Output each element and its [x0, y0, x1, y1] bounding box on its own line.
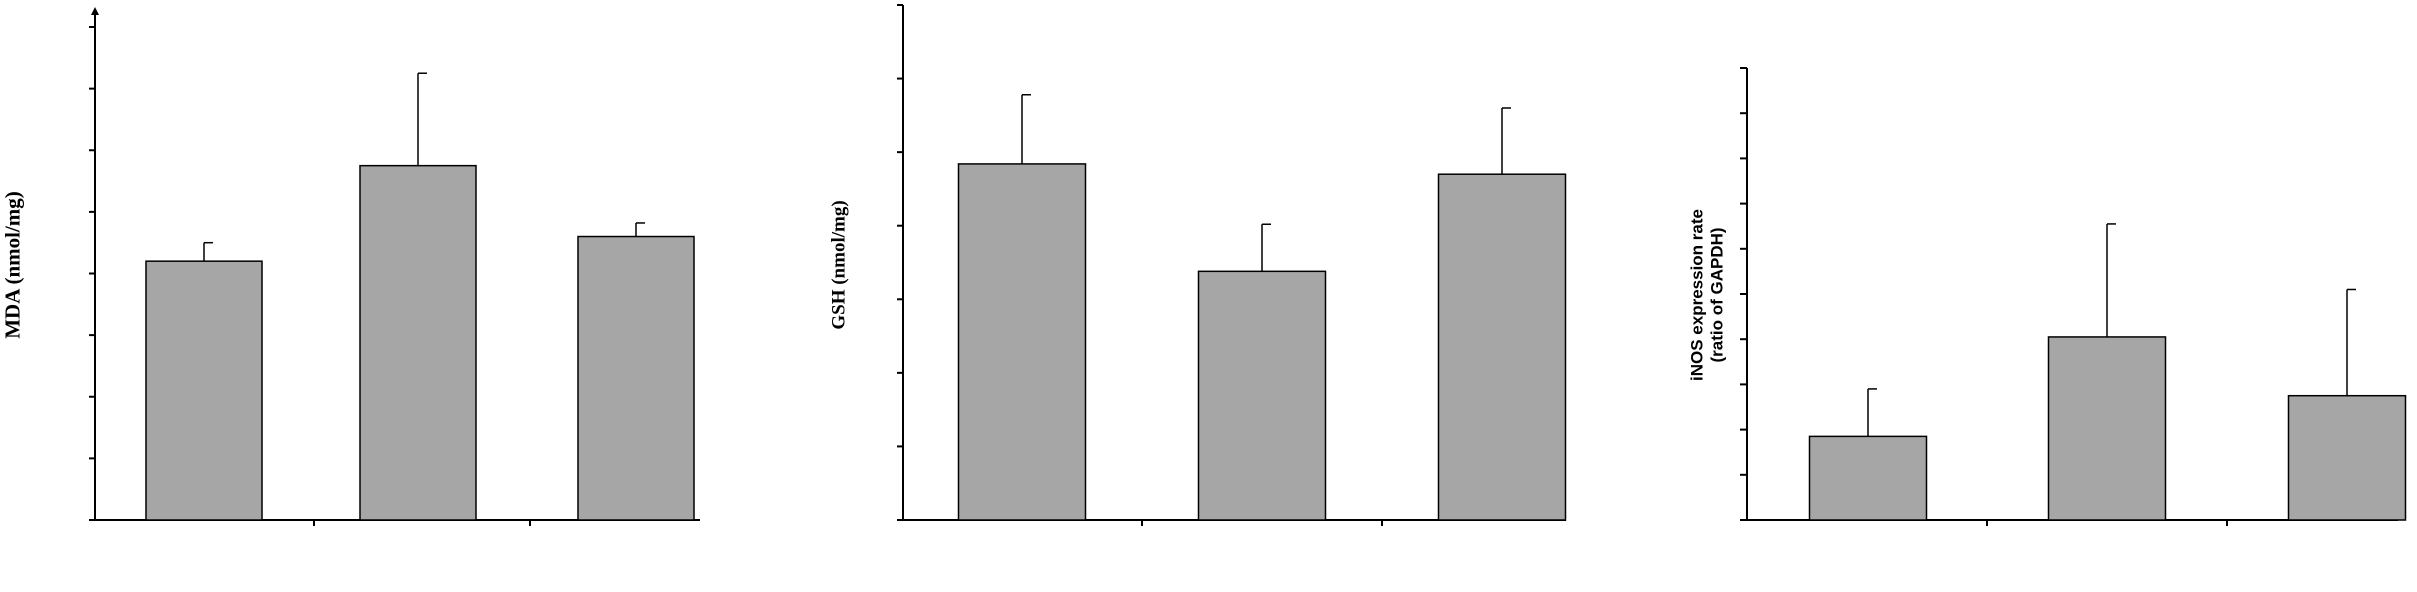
- y-axis-title-line: (ratio of GAPDH): [1708, 227, 1727, 362]
- bar-2: [359, 164, 477, 521]
- chart-2: GSH (nmol/mg): [829, 4, 1567, 526]
- bar-1: [145, 260, 263, 521]
- chart-1: MDA (nmol/mg): [0, 7, 700, 526]
- bar-1: [1808, 435, 1928, 521]
- bar-2: [1197, 270, 1327, 521]
- chart-3: iNOS expression rate(ratio of GAPDH): [1687, 67, 2407, 526]
- bar-3: [2287, 394, 2407, 521]
- y-axis-title: iNOS expression rate(ratio of GAPDH): [1687, 209, 1726, 381]
- bar-3: [577, 235, 695, 521]
- y-axis-title-line: GSH (nmol/mg): [829, 200, 850, 329]
- y-axis-title: MDA (nmol/mg): [0, 191, 24, 339]
- y-axis-title-line: iNOS expression rate: [1687, 209, 1706, 381]
- y-axis-title-line: MDA (nmol/mg): [0, 191, 24, 339]
- y-axis-arrow: [91, 7, 99, 15]
- bar-1: [957, 163, 1087, 521]
- bar-3: [1437, 173, 1567, 521]
- bar-2: [2047, 336, 2167, 521]
- y-axis-title: GSH (nmol/mg): [829, 200, 850, 329]
